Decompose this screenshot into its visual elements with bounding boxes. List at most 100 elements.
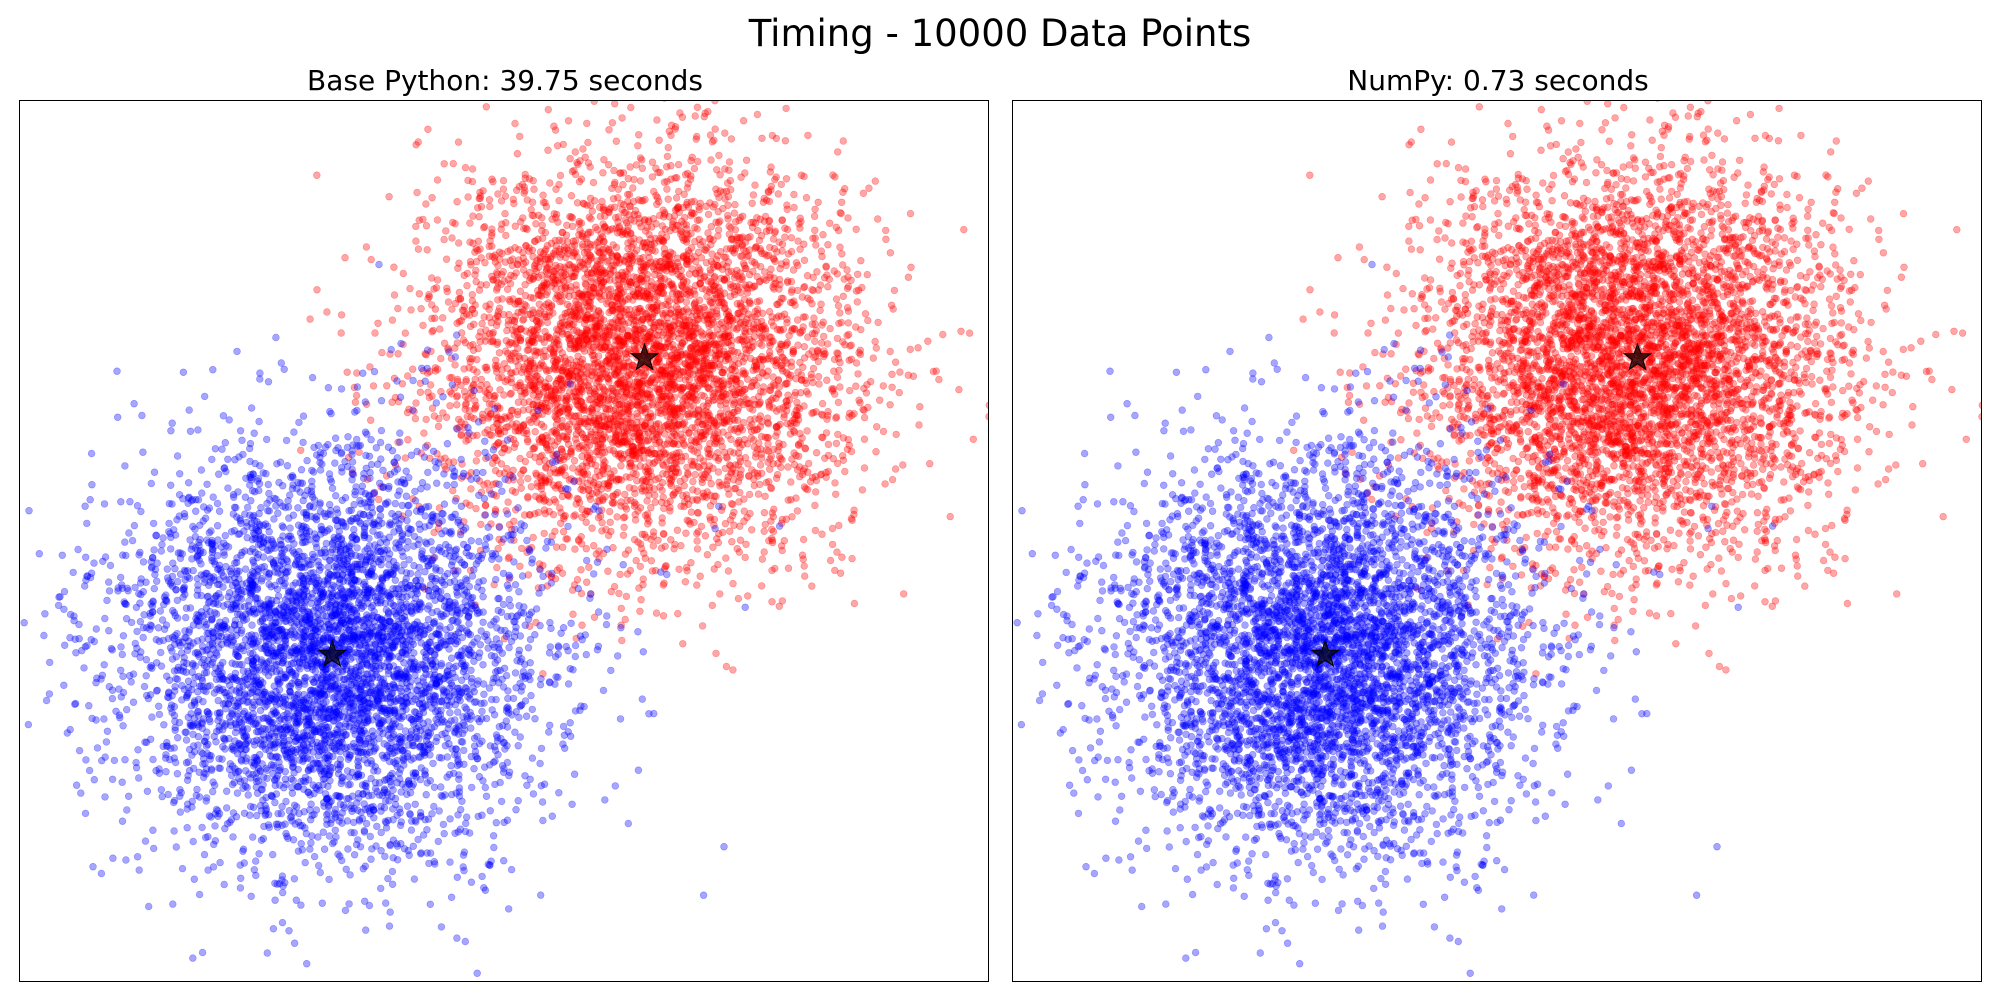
data-point (552, 414, 560, 422)
data-point (813, 268, 821, 276)
data-point (742, 283, 751, 292)
data-point (753, 469, 762, 477)
data-point (583, 328, 591, 337)
data-point (561, 265, 570, 273)
data-point (531, 379, 539, 387)
data-point (589, 400, 598, 408)
data-point (816, 306, 824, 315)
data-point (466, 322, 475, 331)
data-point (751, 219, 760, 227)
data-point (814, 198, 822, 207)
data-point (626, 163, 634, 171)
data-point (821, 454, 829, 462)
data-point (840, 275, 848, 283)
data-point (661, 370, 669, 378)
data-point (725, 230, 733, 238)
data-point (831, 479, 839, 487)
data-point (746, 416, 754, 424)
data-point (741, 553, 749, 562)
data-point (647, 278, 655, 286)
data-point (725, 158, 734, 166)
data-point (617, 342, 626, 350)
data-point (541, 198, 549, 207)
data-point (556, 375, 565, 383)
data-point (891, 465, 900, 473)
data-point (697, 274, 705, 282)
data-point (399, 269, 407, 278)
data-point (769, 513, 777, 521)
data-point (809, 234, 817, 243)
data-point (678, 420, 686, 429)
data-point (527, 483, 535, 491)
data-point (552, 428, 561, 436)
data-point (529, 294, 537, 302)
data-point (539, 494, 547, 502)
data-point (833, 148, 842, 156)
data-point (756, 412, 765, 420)
data-point (687, 156, 695, 165)
data-point (716, 409, 725, 417)
data-point (572, 358, 581, 366)
data-point (542, 476, 550, 484)
data-point (625, 377, 634, 385)
data-point (700, 461, 708, 470)
data-point (687, 559, 695, 567)
data-point (955, 385, 963, 394)
data-point (464, 472, 472, 480)
data-point (588, 524, 596, 532)
data-point (636, 369, 644, 377)
data-point (845, 386, 854, 395)
data-point (598, 233, 607, 241)
data-point (519, 248, 527, 257)
data-point (632, 556, 640, 565)
data-point (742, 540, 750, 548)
data-point (719, 392, 728, 400)
data-point (666, 452, 674, 460)
data-point (765, 348, 774, 356)
data-point (734, 309, 742, 318)
data-point (758, 134, 766, 142)
data-point (712, 340, 720, 348)
data-point (622, 505, 631, 513)
data-point (519, 214, 527, 222)
data-point (624, 546, 633, 554)
data-point (616, 570, 624, 579)
data-point (510, 517, 518, 525)
data-point (844, 319, 852, 327)
data-point (578, 482, 587, 491)
data-point (778, 247, 786, 255)
data-point (599, 316, 608, 324)
data-point (793, 261, 802, 270)
data-point (666, 281, 674, 289)
data-point (612, 316, 620, 324)
data-point (601, 433, 609, 441)
data-point (594, 431, 603, 439)
data-point (653, 385, 661, 393)
data-point (625, 292, 634, 301)
data-point (800, 572, 809, 580)
data-point (667, 327, 676, 335)
data-point (371, 329, 379, 337)
data-point (417, 305, 425, 313)
data-point (892, 430, 900, 439)
data-point (764, 447, 773, 455)
data-point (834, 430, 842, 439)
data-point (764, 398, 773, 406)
data-point (760, 527, 768, 535)
data-point (891, 358, 900, 366)
data-point (888, 475, 897, 484)
data-point (699, 364, 708, 372)
data-point (764, 440, 772, 448)
data-point (624, 331, 632, 340)
data-point (629, 296, 637, 304)
data-point (792, 451, 800, 460)
data-point (502, 231, 510, 240)
data-point (798, 327, 806, 335)
data-point (784, 277, 792, 285)
data-point (700, 417, 708, 425)
data-point (428, 392, 436, 400)
data-point (619, 361, 628, 370)
data-point (500, 391, 508, 399)
data-point (565, 388, 574, 396)
data-point (496, 415, 505, 424)
